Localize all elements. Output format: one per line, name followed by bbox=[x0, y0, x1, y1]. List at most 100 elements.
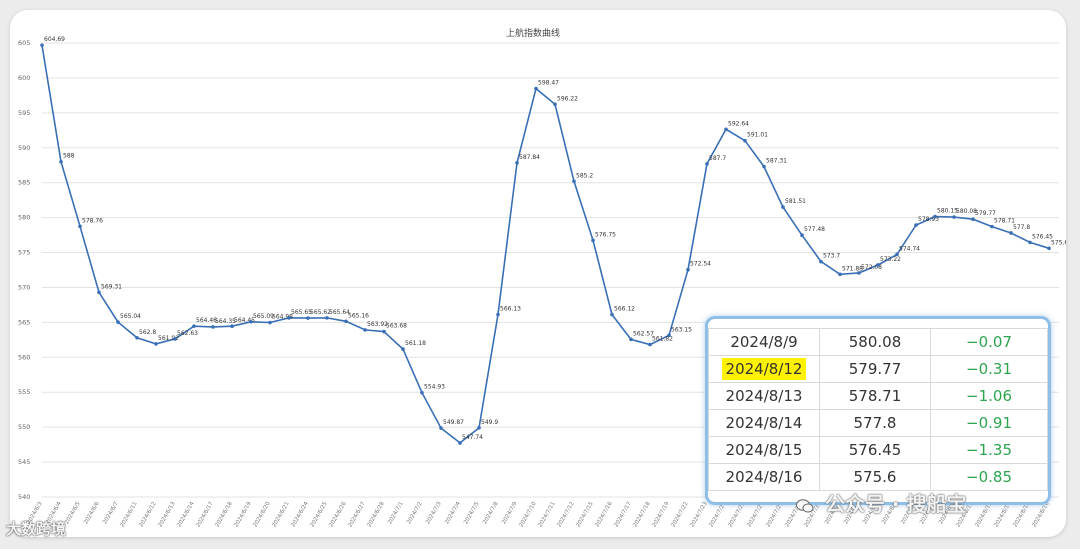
y-tick-label: 605 bbox=[18, 39, 30, 47]
x-tick-label: 2024/7/17 bbox=[613, 501, 633, 529]
index-cell: 577.8 bbox=[819, 409, 931, 437]
partial-row bbox=[708, 319, 1048, 327]
x-tick-label: 2024/7/8 bbox=[482, 501, 500, 526]
data-label: 549.9 bbox=[481, 419, 498, 426]
x-tick-label: 2024/6/21 bbox=[271, 501, 290, 528]
data-point bbox=[629, 337, 633, 342]
data-point bbox=[363, 328, 367, 332]
index-cell: 578.71 bbox=[819, 382, 931, 410]
x-tick-label: 2024/7/3 bbox=[425, 501, 443, 526]
data-point bbox=[154, 342, 158, 346]
wechat-icon bbox=[796, 498, 814, 512]
data-label: 587.7 bbox=[709, 155, 726, 162]
x-tick-label: 2024/7/23 bbox=[689, 501, 709, 529]
data-point bbox=[382, 329, 386, 334]
change-cell: −0.91 bbox=[930, 409, 1048, 437]
data-point bbox=[268, 320, 272, 325]
watermark-right: 公众号 · 搜船宝 bbox=[796, 488, 967, 517]
data-label: 572.08 bbox=[861, 264, 882, 271]
data-label: 575.6 bbox=[1051, 239, 1066, 246]
data-point bbox=[230, 324, 234, 329]
watermark-right-text: 公众号 · 搜船宝 bbox=[824, 492, 967, 516]
change-cell: −0.31 bbox=[930, 355, 1048, 383]
x-tick-label: 2024/6/27 bbox=[347, 501, 367, 529]
data-point bbox=[800, 233, 804, 238]
data-label: 571.88 bbox=[842, 265, 863, 272]
data-point bbox=[534, 86, 538, 91]
data-point bbox=[933, 214, 937, 219]
data-label: 588 bbox=[63, 153, 75, 160]
x-tick-label: 2024/7/1 bbox=[387, 501, 405, 525]
y-tick-label: 600 bbox=[18, 74, 30, 82]
data-label: 578.76 bbox=[82, 217, 103, 224]
data-point bbox=[249, 319, 253, 324]
data-label: 596.22 bbox=[557, 95, 578, 102]
data-label: 565.65 bbox=[291, 309, 312, 316]
data-point bbox=[876, 263, 880, 267]
data-label: 562.8 bbox=[139, 329, 156, 336]
data-label: 566.12 bbox=[614, 306, 635, 313]
data-point bbox=[990, 224, 994, 229]
table-row: 2024/8/15 576.45 −1.35 bbox=[708, 436, 1048, 464]
y-tick-label: 550 bbox=[18, 423, 30, 431]
change-cell: −1.06 bbox=[930, 382, 1048, 410]
data-point bbox=[59, 159, 63, 164]
data-label: 563.15 bbox=[671, 326, 692, 333]
table-row: 2024/8/16 575.6 −0.85 bbox=[708, 463, 1048, 491]
y-tick-label: 545 bbox=[18, 458, 30, 466]
data-point bbox=[173, 337, 177, 341]
data-label: 561.82 bbox=[652, 336, 673, 343]
data-point bbox=[1047, 246, 1051, 251]
x-tick-label: 2024/6/13 bbox=[157, 501, 177, 529]
table-row: 2024/8/12 579.77 −0.31 bbox=[708, 355, 1048, 383]
data-label: 565.62 bbox=[310, 309, 331, 316]
data-label: 585.2 bbox=[576, 172, 593, 179]
chart-card: 上航指数曲线 540 545 550 555 560 565 570 575 580 585 590 5… bbox=[10, 10, 1066, 537]
x-tick-label: 2024/7/18 bbox=[632, 501, 652, 529]
data-label: 574.74 bbox=[899, 245, 920, 252]
x-tick-label: 2024/6/28 bbox=[366, 501, 386, 529]
data-point bbox=[496, 312, 500, 317]
data-point bbox=[895, 252, 899, 257]
data-label: 604.69 bbox=[44, 36, 65, 43]
data-point bbox=[135, 335, 139, 340]
data-label: 563.92 bbox=[367, 321, 388, 328]
data-label: 573.22 bbox=[880, 256, 901, 263]
x-tick-label: 2024/6/17 bbox=[195, 501, 215, 529]
data-label: 569.31 bbox=[101, 283, 122, 290]
data-label: 564.45 bbox=[234, 317, 255, 324]
data-label: 565.64 bbox=[329, 309, 350, 316]
data-label: 565.16 bbox=[348, 312, 369, 319]
x-tick-label: 2024/6/19 bbox=[233, 501, 253, 529]
data-label: 576.45 bbox=[1032, 233, 1053, 240]
chart-title: 上航指数曲线 bbox=[506, 27, 560, 39]
x-tick-label: 2024/6/26 bbox=[328, 501, 348, 529]
x-tick-label: 2024/6/18 bbox=[214, 501, 234, 529]
data-label: 561.18 bbox=[405, 340, 426, 347]
y-tick-label: 565 bbox=[18, 318, 30, 326]
data-point bbox=[819, 259, 823, 264]
y-tick-label: 555 bbox=[18, 388, 30, 396]
x-tick-label: 2024/6/20 bbox=[252, 501, 272, 529]
index-cell: 575.6 bbox=[819, 463, 931, 491]
x-tick-label: 2024/6/6 bbox=[83, 501, 101, 526]
data-point bbox=[743, 138, 747, 143]
data-label: 576.75 bbox=[595, 231, 616, 238]
data-point bbox=[1009, 231, 1013, 235]
x-tick-label: 2024/7/15 bbox=[575, 501, 595, 529]
y-tick-label: 585 bbox=[18, 179, 30, 187]
data-point bbox=[838, 272, 842, 277]
data-point bbox=[610, 312, 614, 317]
data-label: 580.08 bbox=[956, 208, 977, 215]
x-tick-label: 2024/6/5 bbox=[64, 501, 82, 526]
data-label: 578.93 bbox=[918, 216, 939, 223]
data-point bbox=[458, 441, 462, 445]
date-text: 2024/8/13 bbox=[725, 387, 803, 405]
x-tick-label: 2024/7/16 bbox=[594, 501, 614, 529]
data-label: 579.77 bbox=[975, 210, 996, 217]
x-tick-label: 2024/6/24 bbox=[290, 501, 310, 529]
data-point bbox=[306, 316, 310, 320]
date-text: 2024/8/9 bbox=[730, 333, 798, 351]
x-tick-label: 2024/7/12 bbox=[556, 501, 575, 528]
data-label: 565.04 bbox=[120, 313, 141, 320]
